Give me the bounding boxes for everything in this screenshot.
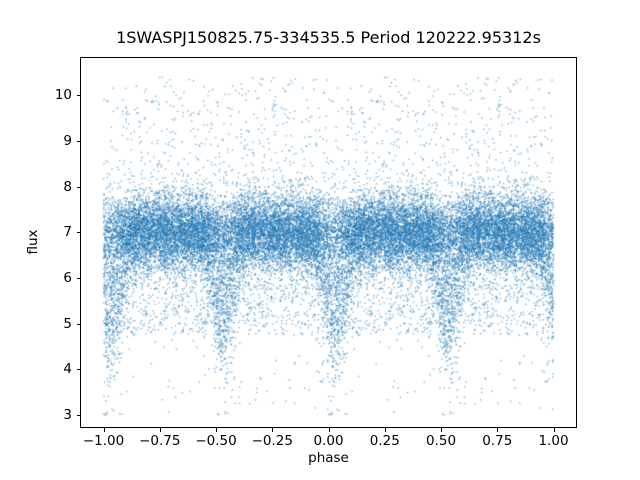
x-tick-label: 0.25 bbox=[369, 433, 400, 449]
x-tick-label: −0.25 bbox=[251, 433, 293, 449]
y-tick-label: 5 bbox=[63, 315, 72, 332]
x-tick-mark bbox=[272, 428, 274, 432]
y-tick-label: 7 bbox=[63, 224, 72, 241]
y-tick-mark bbox=[77, 369, 81, 371]
x-tick-mark bbox=[384, 428, 386, 432]
scatter-canvas bbox=[81, 58, 576, 427]
y-tick-mark bbox=[77, 95, 81, 97]
x-tick-mark bbox=[441, 428, 442, 432]
x-tick-label: −0.75 bbox=[139, 433, 181, 449]
y-tick-label: 3 bbox=[63, 407, 72, 424]
y-tick-mark bbox=[77, 141, 81, 143]
x-tick-label: −0.50 bbox=[195, 433, 237, 449]
y-tick-mark bbox=[77, 323, 81, 325]
x-tick-mark bbox=[328, 428, 330, 432]
y-tick-label: 8 bbox=[63, 178, 72, 195]
x-axis-label: phase bbox=[308, 450, 349, 466]
chart-title: 1SWASPJ150825.75-334535.5 Period 120222.… bbox=[116, 28, 541, 47]
x-tick-label: 1.00 bbox=[538, 433, 569, 449]
x-tick-label: 0.00 bbox=[313, 433, 344, 449]
y-tick-mark bbox=[77, 278, 81, 280]
x-tick-label: 0.75 bbox=[482, 433, 513, 449]
plot-area bbox=[80, 57, 577, 428]
y-tick-mark bbox=[77, 232, 81, 234]
y-tick-mark bbox=[77, 415, 81, 417]
y-tick-label: 4 bbox=[63, 361, 72, 378]
x-tick-mark bbox=[159, 428, 161, 432]
y-tick-label: 6 bbox=[63, 270, 72, 287]
x-tick-mark bbox=[553, 428, 555, 432]
x-tick-label: 0.50 bbox=[425, 433, 457, 449]
y-tick-label: 9 bbox=[63, 133, 72, 150]
y-tick-mark bbox=[77, 186, 81, 188]
x-tick-mark bbox=[103, 428, 105, 432]
x-tick-mark bbox=[497, 428, 499, 432]
x-tick-label: −1.00 bbox=[82, 433, 125, 449]
y-tick-label: 10 bbox=[54, 87, 72, 104]
x-tick-mark bbox=[216, 428, 217, 432]
